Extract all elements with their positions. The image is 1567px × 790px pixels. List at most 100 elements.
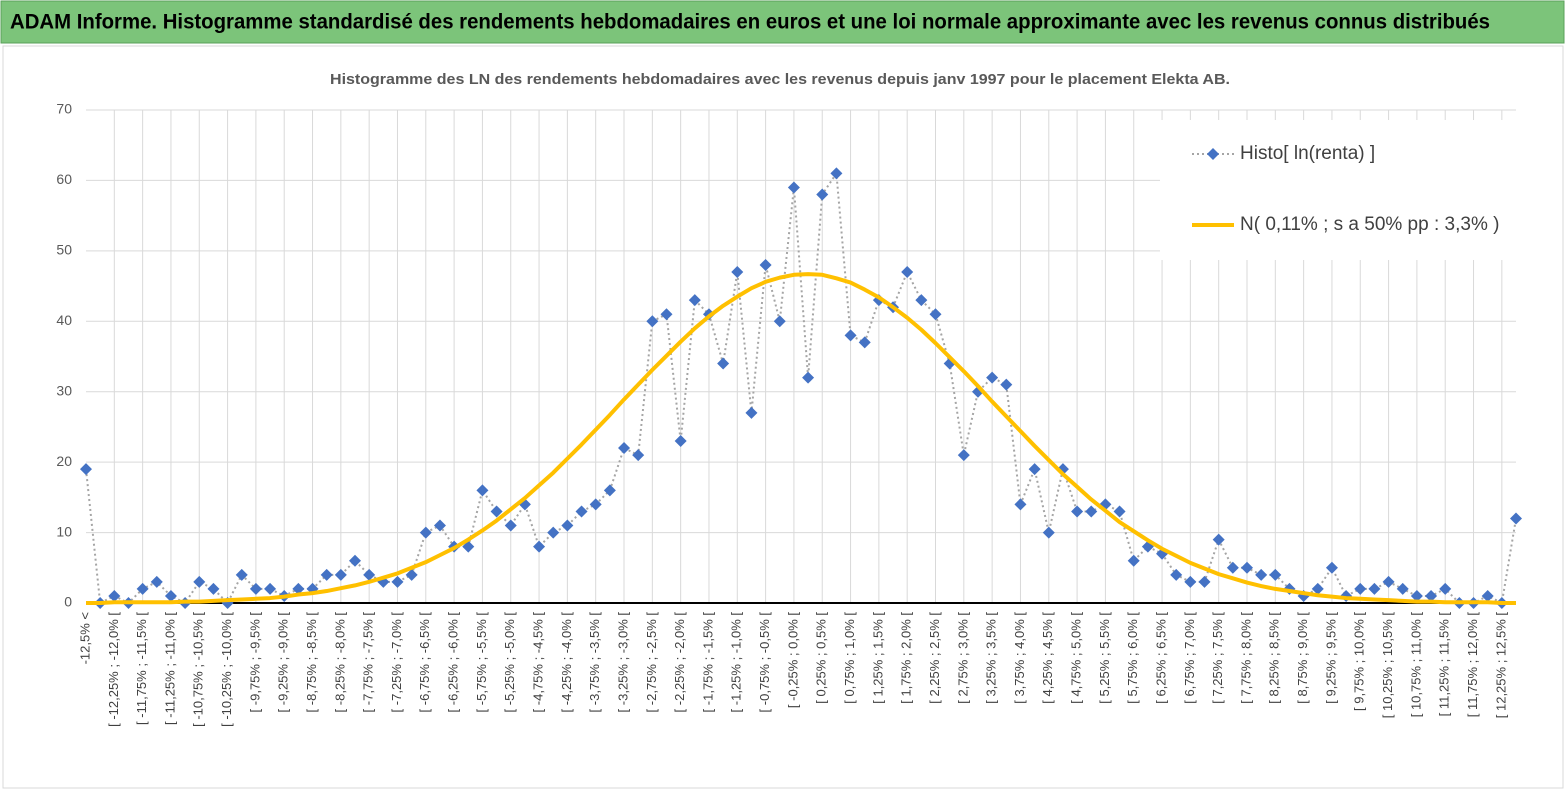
x-tick-label: -12,5% < [77, 612, 92, 664]
x-tick-label: [ -1,75% ; -1,5% [ [700, 612, 715, 713]
title-banner [0, 0, 1565, 44]
x-tick-label: [ 8,25% ; 8,5% [ [1267, 612, 1282, 704]
data-point [207, 582, 220, 595]
data-point [547, 526, 560, 539]
x-tick-label: [ 5,25% ; 5,5% [ [1097, 612, 1112, 704]
data-point [1368, 582, 1381, 595]
data-point [660, 308, 673, 321]
legend-label: Histo[ ln(renta) ] [1240, 143, 1375, 164]
x-tick-label: [ -8,25% ; -8,0% [ [332, 612, 347, 713]
x-tick-label: [ 2,75% ; 3,0% [ [955, 612, 970, 704]
x-tick-label: [ 5,75% ; 6,0% [ [1125, 612, 1140, 704]
x-tick-label: [ -11,25% ; -11,0% [ [162, 612, 177, 725]
x-tick-label: [ 2,25% ; 2,5% [ [927, 612, 942, 704]
x-tick-label: [ 4,75% ; 5,0% [ [1069, 612, 1084, 704]
data-point [1127, 554, 1140, 567]
data-point [618, 442, 631, 455]
x-tick-label: [ -10,75% ; -10,5% [ [191, 612, 206, 727]
data-point [915, 294, 928, 307]
legend-label: N( 0,11% ; s a 50% pp : 3,3% ) [1240, 214, 1499, 235]
data-point [264, 582, 277, 595]
x-tick-label: [ 6,25% ; 6,5% [ [1153, 612, 1168, 704]
x-tick-label: [ -12,25% ; -12,0% [ [106, 612, 121, 727]
data-point [1481, 589, 1494, 602]
data-point [1325, 561, 1338, 574]
series-line [86, 272, 1516, 605]
chart-border [2, 45, 1564, 789]
y-tick-label: 50 [56, 242, 72, 258]
x-tick-label: [ -5,25% ; -5,0% [ [502, 612, 517, 713]
data-point [745, 406, 758, 419]
data-point [150, 575, 163, 588]
data-point [632, 449, 645, 462]
data-point [561, 519, 574, 532]
data-point [1085, 505, 1098, 518]
data-point [1212, 533, 1225, 546]
legend-box [1160, 120, 1516, 260]
x-tick-label: [ 11,25% ; 11,5% [ [1437, 612, 1452, 717]
data-point [490, 505, 503, 518]
data-point [1255, 568, 1268, 581]
y-tick-label: 10 [56, 523, 72, 539]
x-tick-label: [ 12,25% ; 12,5% [ [1493, 612, 1508, 719]
data-point [773, 315, 786, 328]
data-point [1510, 512, 1522, 525]
x-tick-label: [ 0,75% ; 1,0% [ [842, 612, 857, 704]
data-point [759, 258, 772, 271]
data-point [1042, 526, 1055, 539]
x-tick-label: [ -10,25% ; -10,0% [ [219, 612, 234, 727]
x-tick-label: [ 7,25% ; 7,5% [ [1210, 612, 1225, 704]
x-tick-label: [ 4,25% ; 4,5% [ [1040, 612, 1055, 704]
x-tick-label: [ 11,75% ; 12,0% [ [1465, 612, 1480, 718]
data-point [603, 484, 616, 497]
data-point [249, 582, 262, 595]
data-point [349, 554, 362, 567]
data-point [235, 568, 248, 581]
data-point [1170, 568, 1183, 581]
data-point [1014, 498, 1027, 511]
data-point [986, 371, 999, 384]
x-tick-label: [ 3,25% ; 3,5% [ [984, 612, 999, 704]
data-point [1311, 582, 1324, 595]
data-point [858, 336, 871, 349]
x-tick-label: [ -3,75% ; -3,5% [ [587, 612, 602, 713]
data-point [1439, 582, 1452, 595]
x-tick-label: [ 3,75% ; 4,0% [ [1012, 612, 1027, 704]
data-point [405, 568, 418, 581]
y-tick-label: 70 [56, 101, 72, 117]
x-tick-label: [ 8,75% ; 9,0% [ [1295, 612, 1310, 704]
data-point [292, 582, 305, 595]
page-title: ADAM Informe. Histogramme standardisé de… [10, 11, 1490, 34]
data-point [1396, 582, 1409, 595]
data-point [802, 371, 815, 384]
data-point [1269, 568, 1282, 581]
x-tick-label: [ -8,75% ; -8,5% [ [304, 612, 319, 713]
x-tick-label: [ 6,75% ; 7,0% [ [1182, 612, 1197, 704]
chart-title: Histogramme des LN des rendements hebdom… [330, 71, 1230, 88]
x-tick-label: [ -0,25% ; 0,0% [ [785, 612, 800, 708]
data-point [136, 582, 149, 595]
data-point [108, 589, 121, 602]
data-point [844, 329, 857, 342]
x-tick-label: [ -5,75% ; -5,5% [ [474, 612, 489, 713]
legend-marker [1207, 148, 1219, 160]
data-point [957, 449, 970, 462]
data-point [717, 357, 730, 370]
data-point [1028, 463, 1041, 476]
data-point [433, 519, 446, 532]
data-point [731, 265, 744, 278]
x-tick-label: [ 1,75% ; 2,0% [ [899, 612, 914, 704]
data-point [1198, 575, 1211, 588]
x-tick-label: [ -6,25% ; -6,0% [ [446, 612, 461, 713]
x-tick-label: [ 0,25% ; 0,5% [ [814, 612, 829, 704]
x-tick-label: [ -7,25% ; -7,0% [ [389, 612, 404, 713]
data-point [816, 188, 829, 201]
data-point [1113, 505, 1126, 518]
data-point [320, 568, 333, 581]
data-point [646, 315, 659, 328]
x-tick-label: [ -2,75% ; -2,5% [ [644, 612, 659, 713]
data-point [1410, 589, 1423, 602]
data-point [391, 575, 404, 588]
data-point [575, 505, 588, 518]
